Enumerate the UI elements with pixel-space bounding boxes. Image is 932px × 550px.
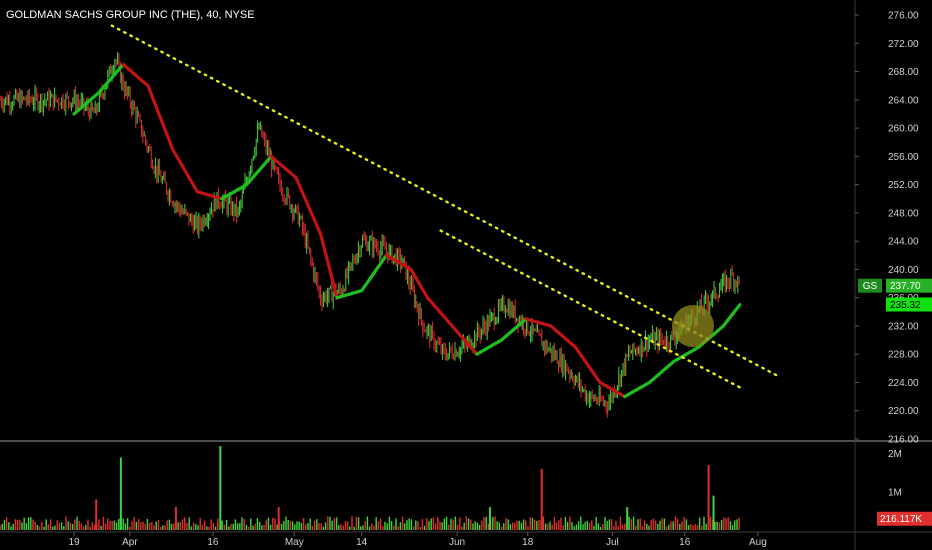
ma-segment [310,213,319,227]
price-tick-label: 256.00 [888,152,919,163]
time-tick-label: Jun [449,537,465,548]
price-tick-label: 272.00 [888,39,919,50]
ma-segment [298,185,306,199]
last-price-value: 237.70 [890,281,921,292]
price-tick-label: 220.00 [888,406,919,417]
price-tick-label: 260.00 [888,124,919,135]
price-tick-label: 224.00 [888,378,919,389]
ma-value-tag [886,297,932,312]
axis-layer: 216.00220.00224.00228.00232.00236.00240.… [68,11,919,548]
ma-segment [302,194,310,208]
time-tick-label: 16 [679,537,691,548]
ma-segment [158,115,167,130]
time-tick-label: Apr [122,537,138,548]
ma-segment [294,175,302,189]
trendline-2 [439,229,746,391]
ma-segment [331,280,339,300]
time-tick-label: Jul [606,537,619,548]
candle-layer [0,52,740,418]
volume-tick-label: 1M [888,487,902,498]
price-tick-label: 276.00 [888,11,919,22]
last-volume-value: 216.117K [880,514,922,525]
ma-segment [166,137,175,151]
ma-segment [150,94,158,109]
last-volume-tag [877,511,932,526]
time-tick-label: 14 [356,537,368,548]
price-tick-label: 228.00 [888,350,919,361]
trendline-1 [110,24,779,377]
ma-segment [162,126,171,141]
ma-segment [323,248,331,268]
price-tick-label: 244.00 [888,237,919,248]
price-tag-layer: GS 237.70 235.32 216.117K [858,278,932,526]
ma-segment [306,204,314,217]
time-tick-label: Aug [749,537,767,548]
ma-segment [327,264,335,284]
time-tick-label: 18 [522,537,534,548]
moving-average-layer [72,62,742,399]
ma-segment [146,84,154,98]
price-tick-label: 252.00 [888,180,919,191]
volume-layer [0,446,740,530]
ma-segment [314,223,323,236]
price-tick-label: 232.00 [888,321,919,332]
highlight-marker [671,304,714,347]
price-tick-label: 240.00 [888,265,919,276]
ma-segment [734,303,742,312]
time-tick-label: May [285,537,304,548]
price-tick-label: 248.00 [888,208,919,219]
chart-title: GOLDMAN SACHS GROUP INC (THE), 40, NYSE [6,9,255,21]
last-price-tag [886,278,932,293]
ma-segment [154,105,162,120]
volume-tick-label: 2M [888,449,902,460]
time-tick-label: 16 [207,537,219,548]
ma-segment [319,232,327,252]
price-tick-label: 268.00 [888,67,919,78]
price-tick-label: 216.00 [888,435,919,446]
time-tick-label: 19 [68,537,80,548]
trendline-layer [110,24,779,391]
symbol-tag-label: GS [863,281,878,292]
price-tick-label: 264.00 [888,95,919,106]
symbol-tag [858,278,882,293]
ma-value: 235.32 [890,300,921,311]
